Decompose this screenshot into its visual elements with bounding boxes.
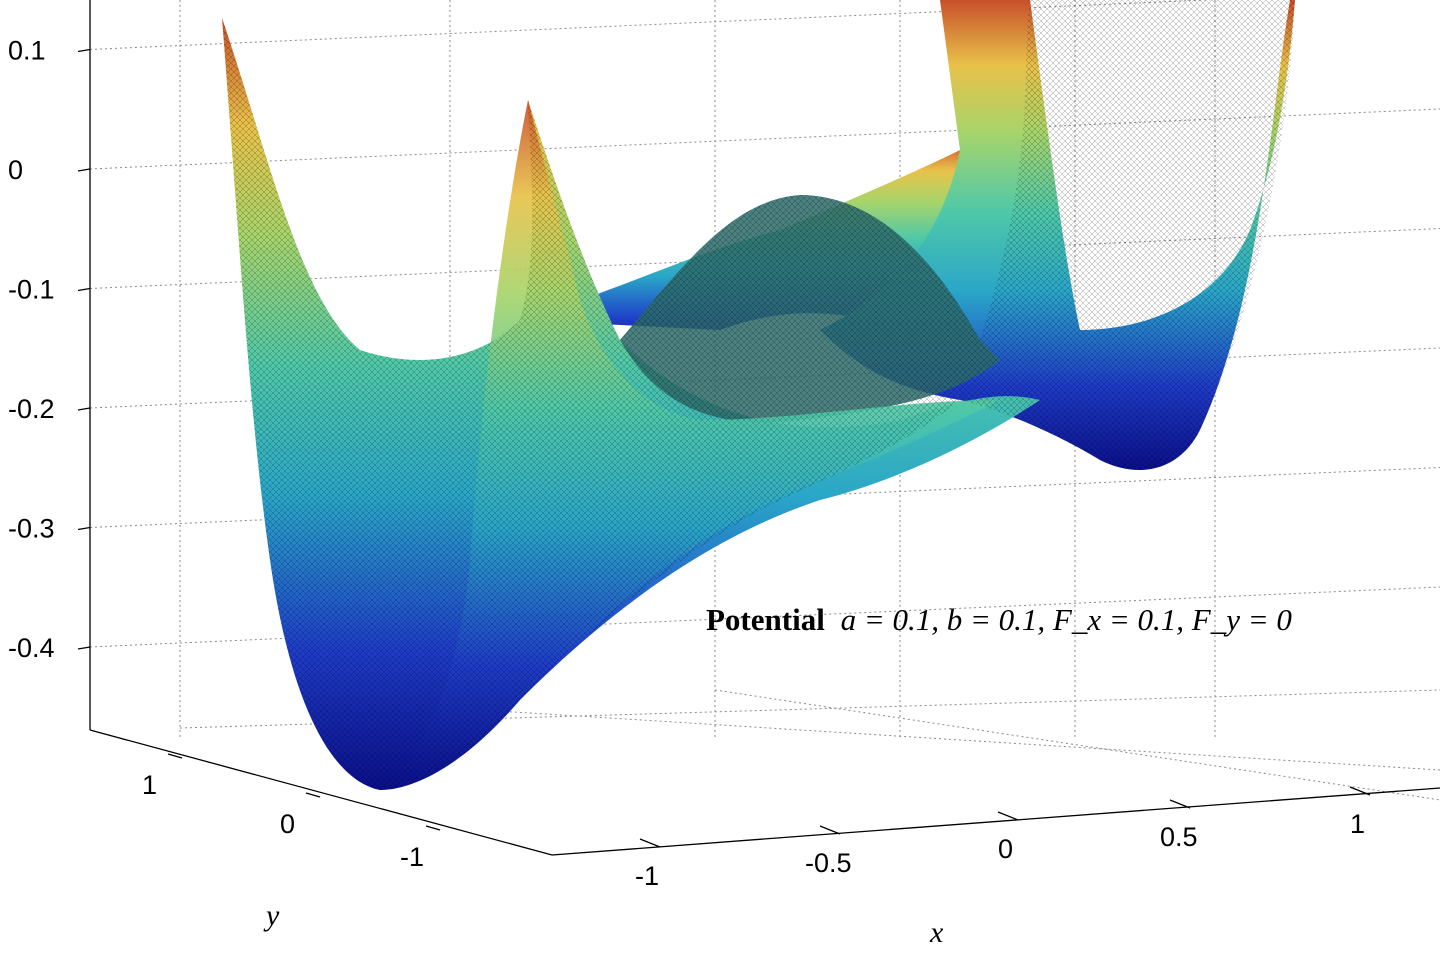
z-tick-mark xyxy=(77,168,91,172)
x-tick-mark xyxy=(639,838,661,848)
z-tick-mark xyxy=(77,48,91,53)
z-tick-label: -0.2 xyxy=(8,394,55,424)
x-tick-mark xyxy=(819,825,841,835)
x-tick-label: 0.5 xyxy=(1160,822,1198,852)
y-tick-label: 1 xyxy=(142,770,157,800)
z-tick-label: 0.1 xyxy=(8,36,46,66)
floor-gridline xyxy=(449,707,1441,771)
x-axis-line xyxy=(551,787,1441,856)
y-tick-label: -1 xyxy=(400,842,424,872)
y-tick-mark xyxy=(167,753,183,759)
z-tick-mark xyxy=(77,287,91,292)
z-tick-label: -0.4 xyxy=(8,633,55,663)
y-tick-mark xyxy=(305,792,321,798)
annotation-bold: Potential xyxy=(706,602,825,637)
surface-mesh-overlay xyxy=(222,0,1295,790)
potential-annotation: Potential a = 0.1, b = 0.1, F_x = 0.1, F… xyxy=(706,602,1292,637)
x-axis-label: x xyxy=(929,916,944,949)
z-tick-label: -0.3 xyxy=(8,514,55,544)
potential-surface xyxy=(222,0,1295,790)
axes: -0.4 -0.3 -0.2 -0.1 0 0.1 -1 0 1 -1 -0.5 0 0.5 1 xyxy=(8,0,1441,891)
annotation-math: a = 0.1, b = 0.1, F_x = 0.1, F_y = 0 xyxy=(841,602,1293,637)
floor-gridline xyxy=(714,689,1441,801)
x-tick-label: -1 xyxy=(635,861,659,891)
x-tick-label: 0 xyxy=(998,834,1013,864)
x-tick-mark xyxy=(997,811,1019,821)
y-axis-line xyxy=(89,729,553,856)
y-tick-mark xyxy=(425,825,441,831)
x-tick-mark xyxy=(1349,786,1371,796)
z-tick-mark xyxy=(77,646,91,650)
x-tick-label: -0.5 xyxy=(805,848,852,878)
y-axis-label: y xyxy=(263,899,280,932)
z-gridline xyxy=(89,0,1216,50)
z-tick-label: -0.1 xyxy=(8,275,55,305)
x-tick-mark xyxy=(1169,799,1191,809)
y-tick-label: 0 xyxy=(280,809,295,839)
z-tick-label: 0 xyxy=(8,155,23,185)
z-tick-mark xyxy=(77,407,91,411)
z-tick-mark xyxy=(77,526,91,531)
x-tick-label: 1 xyxy=(1350,809,1365,839)
